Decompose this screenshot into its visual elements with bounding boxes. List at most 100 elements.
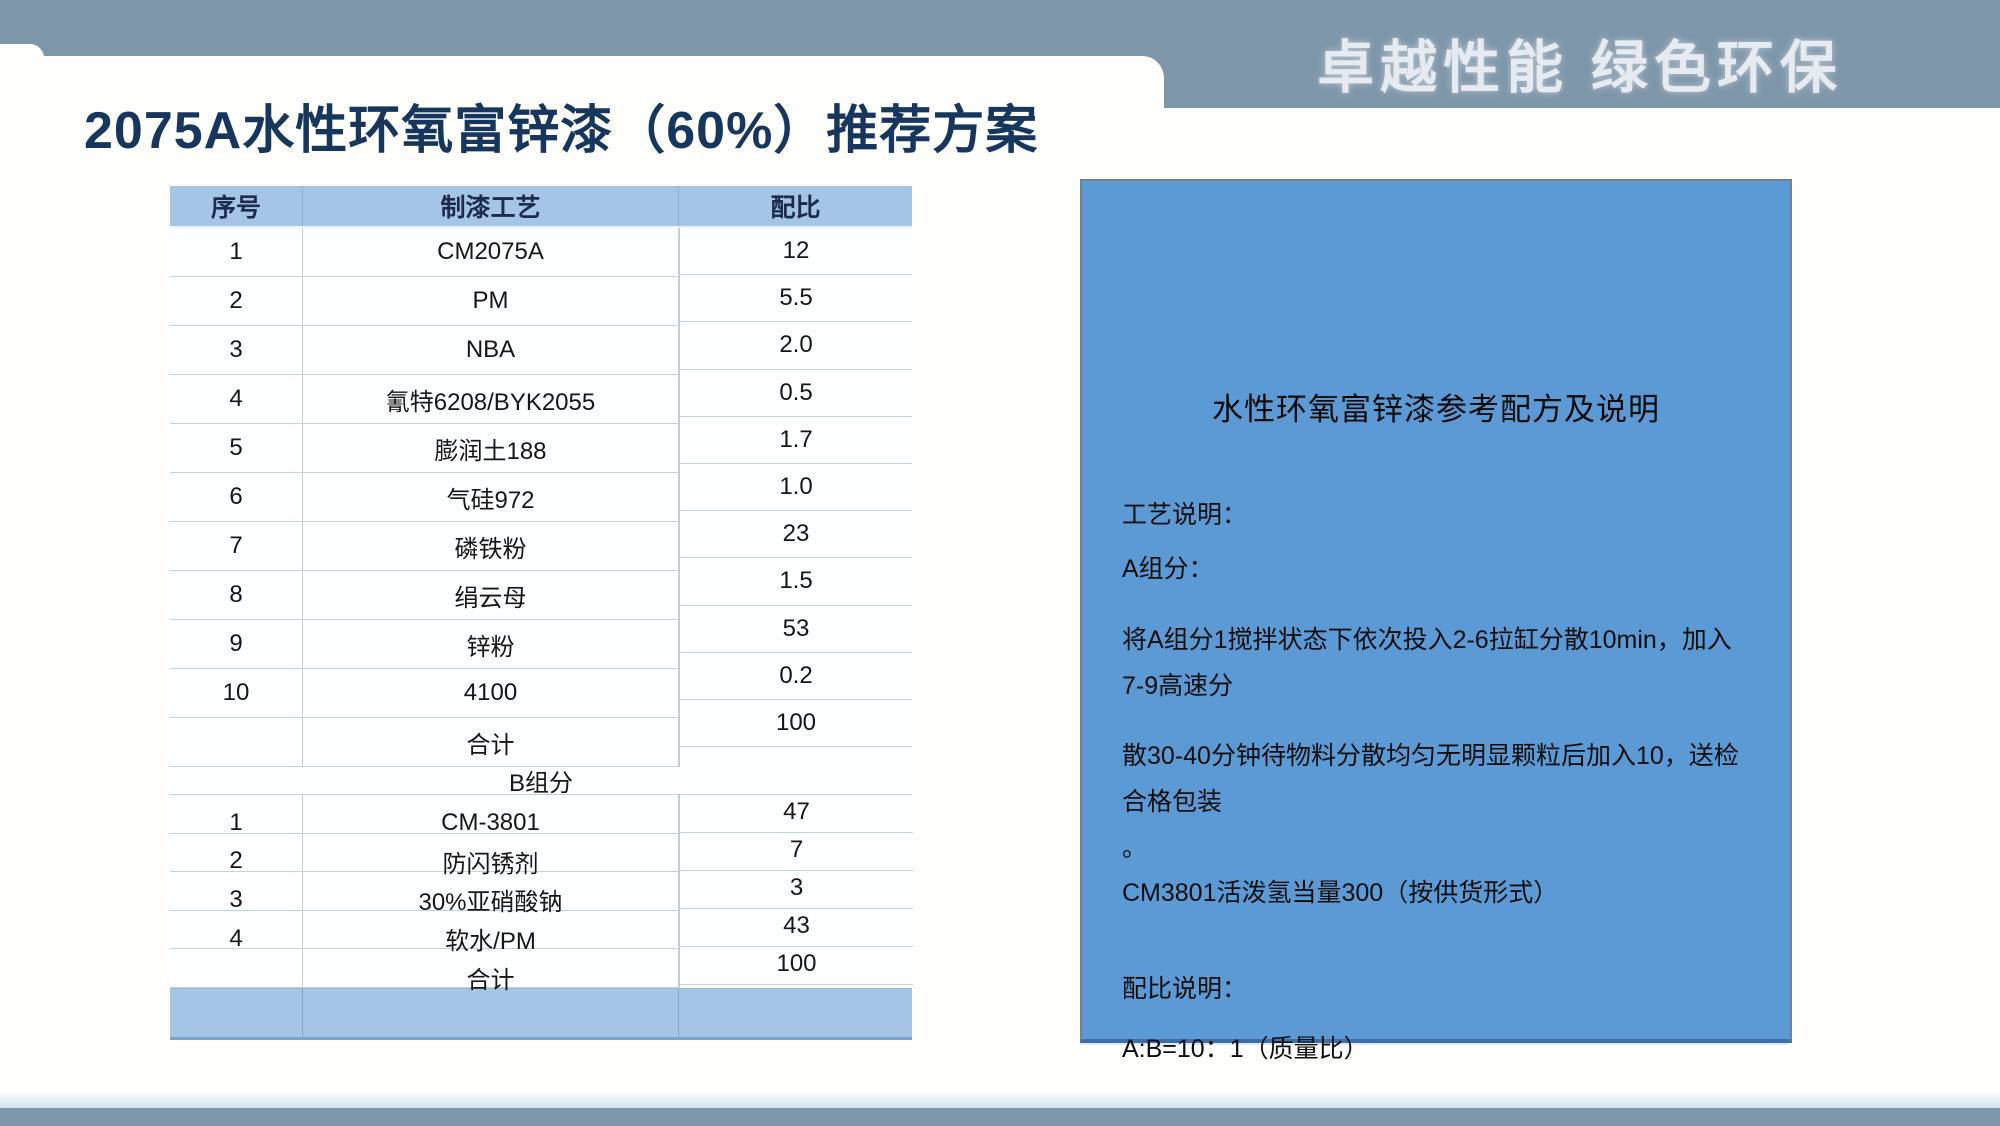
process-label: 工艺说明：	[1122, 501, 1248, 529]
row-index-cell: 5	[170, 424, 303, 472]
footer-cell	[679, 989, 912, 1037]
row-index-cell: 10	[170, 669, 303, 717]
ratio-value: A:B=10：1（质量比）	[1122, 1035, 1369, 1063]
ratio-values-a: 12 5.5 2.0 0.5 1.7 1.0 23 1.5	[680, 228, 912, 748]
table-row: 4 软水/PM	[170, 910, 679, 955]
row-index-cell: 1	[170, 795, 303, 836]
section-a-rows: 1 CM2075A 2 PM 3 NBA 4	[170, 228, 679, 767]
material-cell: 合计	[303, 949, 679, 994]
bottom-gradient-strip	[0, 1092, 2000, 1108]
ratio-cell: 7	[680, 833, 913, 871]
ratio-cell: 1.5	[680, 558, 912, 606]
content-sheet-rounded-corner	[0, 56, 1164, 118]
ratio-cell: 12	[680, 228, 912, 276]
row-index-cell: 8	[170, 571, 303, 619]
component-a-label: A组分：	[1122, 555, 1214, 583]
process-description: 将A组分1搅拌状态下依次投入2-6拉缸分散10min，加入7-9高速分 散30-…	[1122, 617, 1752, 871]
material-cell: NBA	[303, 326, 679, 374]
table-row: 8 绢云母	[170, 571, 679, 620]
material-cell: 磷铁粉	[303, 522, 679, 570]
ratio-cell: 100	[680, 947, 913, 985]
ratio-cell: 23	[680, 511, 912, 559]
section-b-label: B组分	[508, 770, 573, 797]
row-index-cell: 2	[170, 833, 303, 874]
material-cell: CM-3801	[303, 795, 679, 836]
table-row: 2 PM	[170, 277, 679, 326]
info-panel: 水性环氧富锌漆参考配方及说明 工艺说明： A组分： 将A组分1搅拌状态下依次投入…	[1080, 179, 1792, 1063]
table-row: 1 CM2075A	[170, 228, 679, 277]
material-cell: 绢云母	[303, 571, 679, 619]
material-cell: 30%亚硝酸钠	[303, 872, 679, 916]
ratio-cell: 47	[680, 795, 913, 833]
table-footer-row	[170, 988, 912, 1040]
hardener-note: CM3801活泼氢当量300（按供货形式）	[1122, 879, 1559, 907]
ratio-cell: 5.5	[680, 275, 912, 323]
ratio-cell: 100	[680, 700, 912, 748]
ratio-cell: 0.2	[680, 653, 912, 700]
table-header-row: 序号 制漆工艺 配比	[170, 186, 912, 228]
ratio-cell: 2.0	[680, 322, 912, 370]
table-row: 10 4100	[170, 669, 679, 718]
row-index-cell: 2	[170, 277, 303, 325]
row-index-cell	[170, 718, 303, 766]
banner-left-notch	[0, 44, 44, 70]
page-title: 2075A水性环氧富锌漆（60%）推荐方案	[84, 102, 1039, 160]
table-row: 合计	[170, 718, 679, 767]
ratio-label: 配比说明：	[1122, 975, 1248, 1003]
info-panel-title: 水性环氧富锌漆参考配方及说明	[1212, 392, 1660, 427]
table-row: 4 氰特6208/BYK2055	[170, 375, 679, 424]
top-banner-right-extension	[1120, 0, 2000, 108]
process-description-line: 散30-40分钟待物料分散均匀无明显颗粒后加入10，送检合格包装	[1122, 742, 1739, 816]
row-index-cell: 9	[170, 620, 303, 668]
ratio-values-b: 47 7 3 43 100	[680, 795, 913, 985]
material-cell: 软水/PM	[303, 910, 679, 955]
table-row: 9 锌粉	[170, 620, 679, 669]
section-b-merged-row: B组分	[170, 767, 912, 797]
row-index-cell: 7	[170, 522, 303, 570]
table-row: 7 磷铁粉	[170, 522, 679, 571]
material-cell: 4100	[303, 669, 679, 717]
table-row: 3 30%亚硝酸钠	[170, 872, 679, 916]
material-cell: 防闪锈剂	[303, 833, 679, 878]
table-row: 5 膨润土188	[170, 424, 679, 473]
ratio-cell: 3	[680, 871, 913, 909]
row-index-cell: 4	[170, 910, 303, 952]
material-cell: 锌粉	[303, 620, 679, 668]
row-index-cell: 3	[170, 326, 303, 374]
ratio-column: 12 5.5 2.0 0.5 1.7 1.0 23 1.5	[679, 228, 913, 988]
table-row: 合计	[170, 949, 679, 994]
material-cell: 膨润土188	[303, 424, 679, 472]
table-row: 2 防闪锈剂	[170, 833, 679, 878]
header-cell-ratio: 配比	[770, 194, 821, 222]
table-row: 6 气硅972	[170, 473, 679, 522]
process-description-line: 将A组分1搅拌状态下依次投入2-6拉缸分散10min，加入7-9高速分	[1122, 626, 1732, 700]
row-index-cell	[170, 949, 303, 987]
section-b-rows: 1 CM-3801 2 防闪锈剂 3 30%亚硝酸钠 4	[170, 795, 679, 994]
footer-cell	[170, 989, 303, 1037]
ratio-cell: 0.5	[680, 370, 912, 417]
ratio-cell: 43	[680, 909, 913, 947]
header-cell-process: 制漆工艺	[303, 186, 679, 226]
info-panel-body: 工艺说明： A组分： 将A组分1搅拌状态下依次投入2-6拉缸分散10min，加入…	[1122, 495, 1752, 1065]
material-cell: 合计	[303, 718, 679, 766]
row-index-cell: 3	[170, 872, 303, 913]
row-index-cell: 6	[170, 473, 303, 521]
process-description-line: 。	[1122, 834, 1148, 862]
banner-slogan: 卓越性能 绿色环保	[1317, 36, 1843, 100]
table-row: 3 NBA	[170, 326, 679, 375]
bottom-banner-band	[0, 1108, 2000, 1126]
footer-cell	[303, 989, 679, 1037]
table-row: 1 CM-3801	[170, 795, 679, 836]
formula-table: 序号 制漆工艺 配比 1 CM2075A 2 PM	[170, 186, 913, 1040]
row-index-cell: 1	[170, 228, 303, 276]
header-cell-no: 序号	[170, 186, 303, 226]
material-cell: 气硅972	[303, 473, 679, 521]
table-body: 1 CM2075A 2 PM 3 NBA 4	[170, 228, 913, 994]
material-cell: CM2075A	[303, 228, 679, 276]
material-cell: 氰特6208/BYK2055	[303, 375, 679, 423]
material-cell: PM	[303, 277, 679, 325]
row-index-cell: 4	[170, 375, 303, 423]
ratio-cell: 53	[680, 606, 912, 653]
ratio-cell: 1.7	[680, 417, 912, 464]
